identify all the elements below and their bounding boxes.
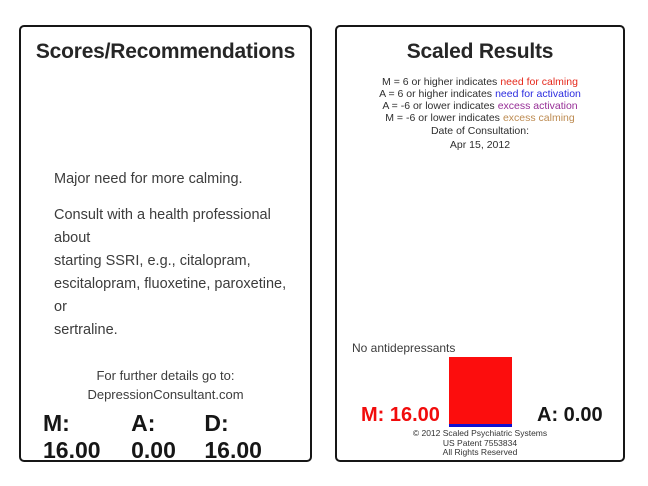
scores-recommendations-panel: Scores/Recommendations Major need for mo… xyxy=(19,25,312,464)
rights-line: All Rights Reserved xyxy=(442,447,518,457)
scores-row: M: 16.00 A: 0.00 D: 16.00 xyxy=(21,410,310,464)
chart-m-value-label: M: 16.00 xyxy=(361,404,440,426)
copyright-block: © 2012 Scaled Psychiatric Systems US Pat… xyxy=(337,428,623,458)
recommendation-detail: Consult with a health professional about… xyxy=(54,207,287,338)
consultation-date-label: Date of Consultation: xyxy=(430,125,530,137)
a-score-bar-baseline xyxy=(449,424,512,427)
legend-prefix: M = 6 or higher indicates xyxy=(382,76,498,88)
consultation-date-value: Apr 15, 2012 xyxy=(449,139,511,151)
legend-phrase-need-activation: need for activation xyxy=(495,88,581,100)
m-score-value: M: 16.00 xyxy=(43,410,101,463)
legend-line-need-calming: M = 6 or higher indicates need for calmin… xyxy=(337,76,623,88)
footer-url: DepressionConsultant.com xyxy=(87,387,244,402)
scaled-results-title: Scaled Results xyxy=(406,40,554,63)
footer-prompt: For further details go to: xyxy=(96,368,235,383)
legend-prefix: A = 6 or higher indicates xyxy=(379,88,493,100)
legend-phrase-excess-calming: excess calming xyxy=(502,112,575,124)
recommendations-text: Major need for more calming. Consult wit… xyxy=(54,168,302,355)
legend-prefix: A = -6 or lower indicates xyxy=(382,100,495,112)
copyright-line: © 2012 Scaled Psychiatric Systems xyxy=(412,428,548,438)
d-score-value: D: 16.00 xyxy=(204,410,262,463)
patent-line: US Patent 7553834 xyxy=(442,437,518,448)
chart-annotation: No antidepressants xyxy=(352,341,456,355)
legend-prefix: M = -6 or lower indicates xyxy=(385,112,500,124)
scores-panel-title: Scores/Recommendations xyxy=(35,40,296,63)
score-legend: M = 6 or higher indicates need for calmin… xyxy=(337,76,623,152)
details-footer: For further details go to: DepressionCon… xyxy=(21,366,310,404)
legend-line-need-activation: A = 6 or higher indicates need for activa… xyxy=(337,88,623,100)
m-score-bar xyxy=(449,357,512,424)
chart-a-value-label: A: 0.00 xyxy=(537,404,603,426)
recommendation-summary: Major need for more calming. xyxy=(54,171,243,187)
legend-line-excess-activation: A = -6 or lower indicates excess activati… xyxy=(337,100,623,112)
legend-phrase-need-calming: need for calming xyxy=(500,76,578,88)
results-bar-chart: No antidepressants M: 16.00 A: 0.00 xyxy=(337,27,623,460)
a-score-value: A: 0.00 xyxy=(131,410,176,463)
legend-line-excess-calming: M = -6 or lower indicates excess calming xyxy=(337,112,623,124)
legend-phrase-excess-activation: excess activation xyxy=(497,100,578,112)
scaled-results-panel: Scaled Results M = 6 or higher indicates… xyxy=(335,25,625,462)
